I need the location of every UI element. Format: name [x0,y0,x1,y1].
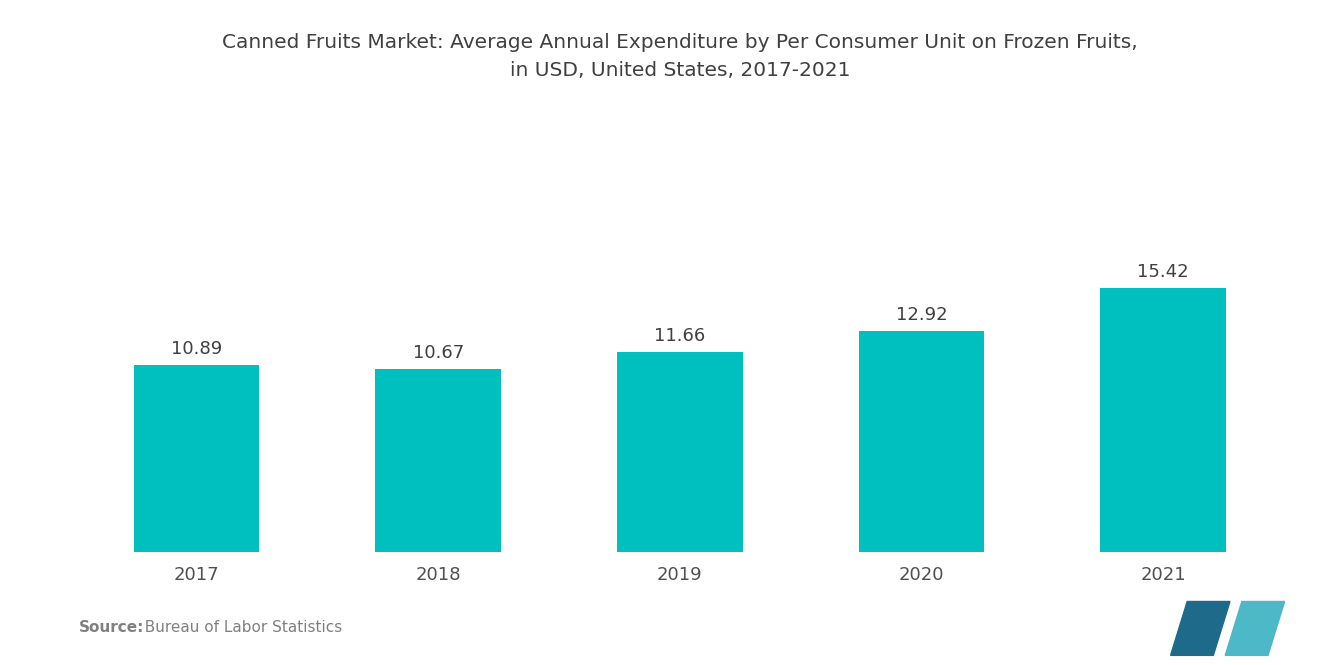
Text: Bureau of Labor Statistics: Bureau of Labor Statistics [135,620,342,635]
Text: 10.89: 10.89 [172,340,222,358]
Title: Canned Fruits Market: Average Annual Expenditure by Per Consumer Unit on Frozen : Canned Fruits Market: Average Annual Exp… [222,33,1138,80]
Bar [375,369,502,552]
Polygon shape [1225,601,1284,656]
Text: 10.67: 10.67 [413,344,463,362]
Bar [858,331,985,552]
Bar [133,365,260,552]
Polygon shape [1171,601,1230,656]
Text: 11.66: 11.66 [655,327,705,345]
Text: 15.42: 15.42 [1137,263,1189,281]
Bar [1100,288,1226,552]
Text: Source:: Source: [79,620,145,635]
Text: 12.92: 12.92 [895,306,948,324]
Bar [616,352,743,552]
